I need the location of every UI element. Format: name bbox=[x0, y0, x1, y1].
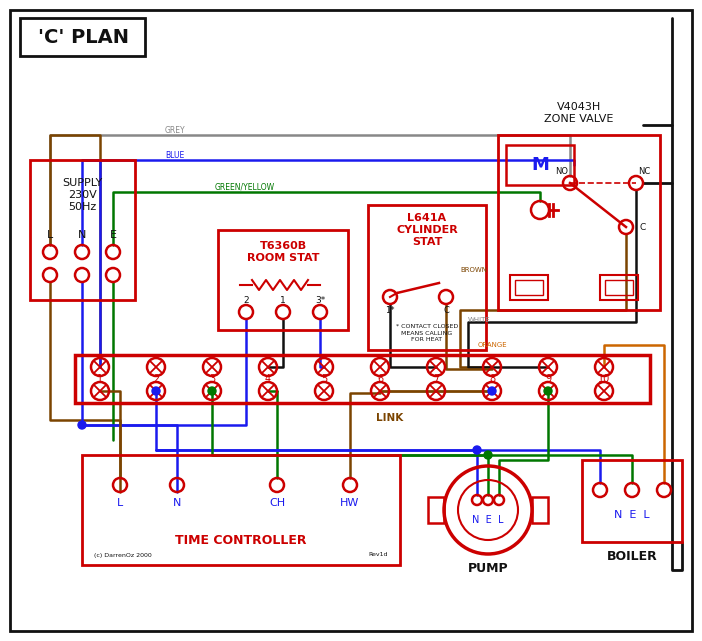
Text: 10: 10 bbox=[598, 374, 610, 384]
Circle shape bbox=[78, 421, 86, 429]
Text: 6: 6 bbox=[377, 374, 383, 384]
Text: CH: CH bbox=[269, 498, 285, 508]
Text: ORANGE: ORANGE bbox=[478, 342, 508, 348]
Circle shape bbox=[152, 387, 160, 395]
Text: L: L bbox=[117, 498, 123, 508]
Text: Rev1d: Rev1d bbox=[369, 553, 388, 558]
Text: 3*: 3* bbox=[315, 296, 325, 304]
Text: 7: 7 bbox=[433, 374, 439, 384]
Text: GREEN/YELLOW: GREEN/YELLOW bbox=[215, 183, 275, 192]
Text: N  E  L: N E L bbox=[614, 510, 650, 520]
Text: TIME CONTROLLER: TIME CONTROLLER bbox=[176, 533, 307, 547]
Text: N: N bbox=[78, 230, 86, 240]
Text: N: N bbox=[173, 498, 181, 508]
Circle shape bbox=[544, 387, 552, 395]
Text: 8: 8 bbox=[489, 374, 495, 384]
Circle shape bbox=[473, 446, 481, 454]
Text: M: M bbox=[531, 156, 549, 174]
Text: 3: 3 bbox=[209, 374, 215, 384]
Text: 2: 2 bbox=[153, 374, 159, 384]
Text: HW: HW bbox=[340, 498, 359, 508]
Text: V4043H
ZONE VALVE: V4043H ZONE VALVE bbox=[544, 102, 614, 124]
Text: E: E bbox=[110, 230, 117, 240]
FancyBboxPatch shape bbox=[20, 18, 145, 56]
Text: 'C' PLAN: 'C' PLAN bbox=[37, 28, 128, 47]
Text: GREY: GREY bbox=[165, 126, 185, 135]
Text: BROWN: BROWN bbox=[460, 267, 487, 273]
Text: LINK: LINK bbox=[376, 413, 404, 423]
Text: C: C bbox=[640, 222, 647, 231]
Text: N  E  L: N E L bbox=[472, 515, 504, 525]
Text: WHITE: WHITE bbox=[468, 317, 491, 323]
Text: NC: NC bbox=[638, 167, 650, 176]
Text: 1: 1 bbox=[97, 374, 103, 384]
Text: PUMP: PUMP bbox=[468, 562, 508, 574]
Text: SUPPLY
230V
50Hz: SUPPLY 230V 50Hz bbox=[62, 178, 102, 212]
Text: L: L bbox=[47, 230, 53, 240]
Text: 2: 2 bbox=[243, 296, 249, 304]
Text: (c) DarrenOz 2000: (c) DarrenOz 2000 bbox=[94, 553, 152, 558]
Text: T6360B
ROOM STAT: T6360B ROOM STAT bbox=[246, 241, 319, 263]
Text: C: C bbox=[443, 306, 449, 315]
Text: 5: 5 bbox=[321, 374, 327, 384]
Text: NO: NO bbox=[555, 167, 569, 176]
Text: * CONTACT CLOSED
MEANS CALLING
FOR HEAT: * CONTACT CLOSED MEANS CALLING FOR HEAT bbox=[396, 324, 458, 342]
Circle shape bbox=[484, 451, 492, 459]
Text: 4: 4 bbox=[265, 374, 271, 384]
Circle shape bbox=[208, 387, 216, 395]
Text: 1*: 1* bbox=[385, 306, 395, 315]
Text: 1: 1 bbox=[280, 296, 286, 304]
Text: BOILER: BOILER bbox=[607, 551, 657, 563]
Text: L641A
CYLINDER
STAT: L641A CYLINDER STAT bbox=[396, 213, 458, 247]
Text: BLUE: BLUE bbox=[165, 151, 184, 160]
Circle shape bbox=[488, 387, 496, 395]
Text: 9: 9 bbox=[545, 374, 551, 384]
